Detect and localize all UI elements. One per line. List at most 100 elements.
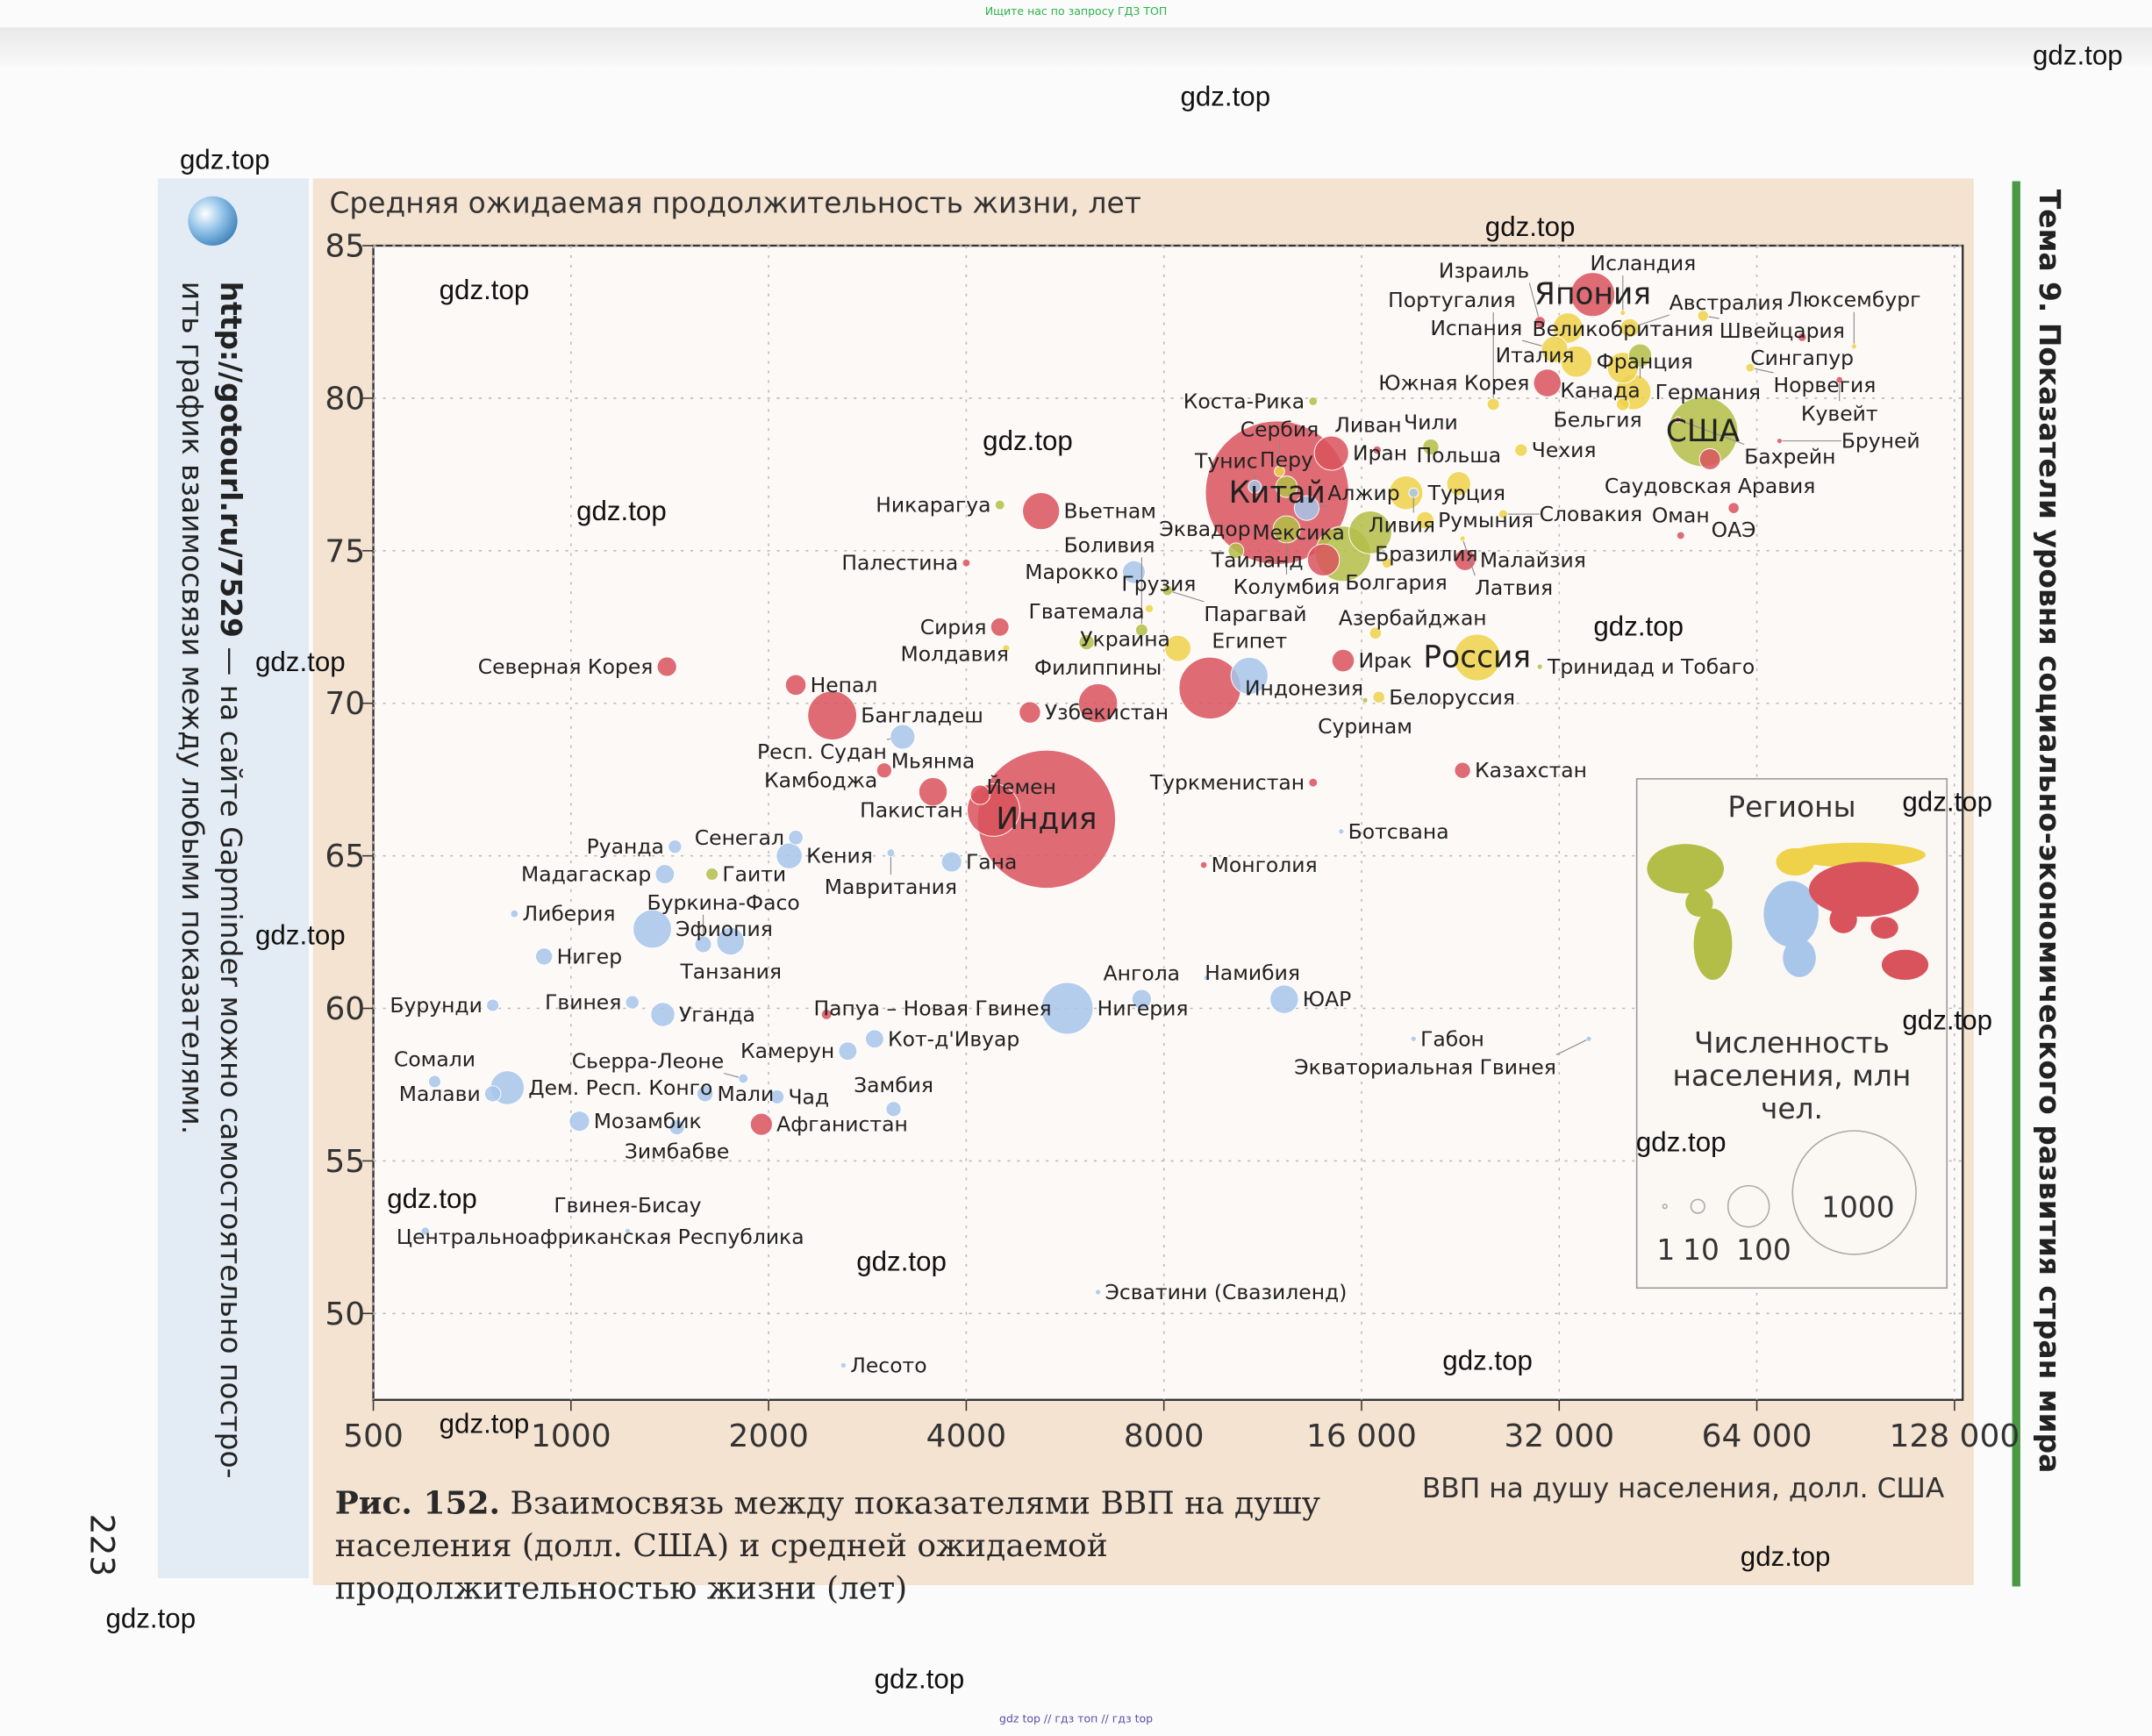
watermark: gdz.top [179, 145, 270, 176]
watermark: gdz.top [1484, 212, 1576, 243]
country-label: Сенегал [695, 825, 784, 850]
bubble-africa [886, 848, 896, 858]
country-label: Польша [1416, 443, 1501, 468]
bubble-africa [838, 1041, 858, 1061]
bubble-africa [716, 926, 745, 956]
country-label: Малайзия [1480, 547, 1586, 572]
country-label: Иран [1353, 441, 1407, 466]
country-label: Буркина-Фасо [647, 890, 799, 915]
country-label: Габон [1420, 1026, 1484, 1051]
x-tick-label: 500 [343, 1418, 404, 1454]
bubble-africa [486, 998, 500, 1012]
country-label: Кот-д'Ивуар [888, 1026, 1019, 1051]
bubble-africa [668, 1119, 685, 1136]
country-label: Индонезия [1245, 675, 1363, 700]
size-legend-circle-1 [1662, 1204, 1668, 1210]
bubble-americas [1308, 396, 1319, 406]
bubble-africa [625, 995, 640, 1010]
country-label: Гвинея [545, 990, 621, 1015]
country-label: Германия [1655, 380, 1761, 404]
top-banner: Ищите нас по запросу ГДЗ ТОП [984, 5, 1168, 18]
country-label: Люксембург [1787, 288, 1920, 312]
sidebar-strip [157, 178, 310, 1579]
bubble-americas [1362, 697, 1369, 704]
country-label: Йемен [987, 775, 1056, 799]
bubble-europe [1745, 362, 1755, 373]
country-label: Нигер [557, 944, 623, 968]
country-label: Узбекистан [1045, 700, 1169, 725]
country-label: Франция [1597, 349, 1693, 374]
country-label: Мали [717, 1082, 774, 1106]
country-label: Индия [996, 802, 1097, 837]
map-americas [1647, 844, 1733, 981]
country-label: Италия [1496, 343, 1575, 368]
bubble-asia [1454, 761, 1471, 779]
country-label: США [1666, 414, 1741, 449]
country-label: Коста-Рика [1183, 389, 1305, 413]
bubble-asia [1454, 548, 1476, 571]
bubble-africa [1585, 1035, 1592, 1042]
bubble-americas [705, 867, 719, 881]
bubble-asia [990, 617, 1010, 637]
legend: Регионы Численность населения, млн чел. … [1635, 778, 1948, 1289]
y-tick-label: 80 [325, 381, 365, 417]
watermark: gdz.top [2033, 40, 2123, 72]
size-legend-label-1000: 1000 [1821, 1191, 1895, 1225]
country-label: Бразилия [1375, 541, 1477, 566]
country-label: Бельгия [1554, 407, 1642, 432]
world-region-map [1647, 842, 1929, 981]
bubble-africa [788, 829, 804, 846]
watermark: gdz.top [254, 920, 346, 952]
country-label: Суринам [1318, 714, 1412, 739]
size-legend-label-100: 100 [1736, 1233, 1791, 1267]
bubble-africa [1269, 984, 1299, 1014]
leader-line [1754, 368, 1774, 374]
country-label: Таиланд [1211, 547, 1304, 572]
country-label: Сирия [920, 615, 987, 639]
country-label: Швейцария [1719, 318, 1845, 343]
legend-regions-title: Регионы [1727, 790, 1856, 824]
country-label: Оман [1652, 503, 1710, 527]
country-label: Малави [399, 1082, 481, 1106]
size-legend-label-10: 10 [1683, 1233, 1719, 1267]
bubble-europe [1552, 312, 1584, 344]
country-label: Южная Корея [1378, 371, 1529, 396]
x-tick-label: 128 000 [1889, 1418, 2020, 1454]
watermark: gdz.top [439, 275, 530, 306]
bubble-asia [807, 690, 858, 741]
watermark: gdz.top [856, 1247, 947, 1278]
y-tick-label: 65 [325, 839, 365, 875]
country-label: Гватемала [1029, 599, 1145, 624]
size-legend-circle-100 [1727, 1184, 1770, 1228]
country-label: Туркменистан [1149, 770, 1305, 795]
country-label: Бурунди [390, 993, 483, 1018]
country-label: Молдавия [900, 641, 1008, 666]
bubble-asia [1776, 438, 1784, 445]
bubble-asia [1077, 682, 1119, 724]
country-label: Латвия [1475, 575, 1553, 600]
bubble-africa [840, 1361, 847, 1369]
country-label: Словакия [1540, 502, 1642, 526]
bubble-asia [1019, 701, 1041, 724]
bubble-africa [940, 851, 962, 873]
bubble-africa [694, 935, 712, 954]
bubble-africa [1408, 487, 1419, 498]
size-legend-circle-1000 [1791, 1130, 1917, 1255]
y-tick-label: 70 [325, 686, 365, 722]
bubble-asia [1199, 861, 1208, 869]
country-label: Северная Корея [478, 654, 654, 679]
bubble-americas [1348, 511, 1392, 554]
country-label: ОАЭ [1712, 518, 1756, 542]
leader-line [1680, 419, 1745, 445]
watermark: gdz.top [1593, 611, 1684, 643]
map-europe [1776, 842, 1926, 876]
bubble-asia [1727, 502, 1740, 514]
country-label: Монголия [1212, 853, 1318, 877]
x-tick-label: 1000 [531, 1418, 611, 1454]
country-label: Испания [1430, 316, 1522, 340]
country-label: Парагвай [1204, 602, 1306, 626]
watermark: gdz.top [874, 1664, 965, 1696]
bubble-asia [1022, 492, 1061, 531]
country-label: Мадагаскар [521, 861, 651, 886]
country-label: Мозамбик [594, 1109, 702, 1133]
